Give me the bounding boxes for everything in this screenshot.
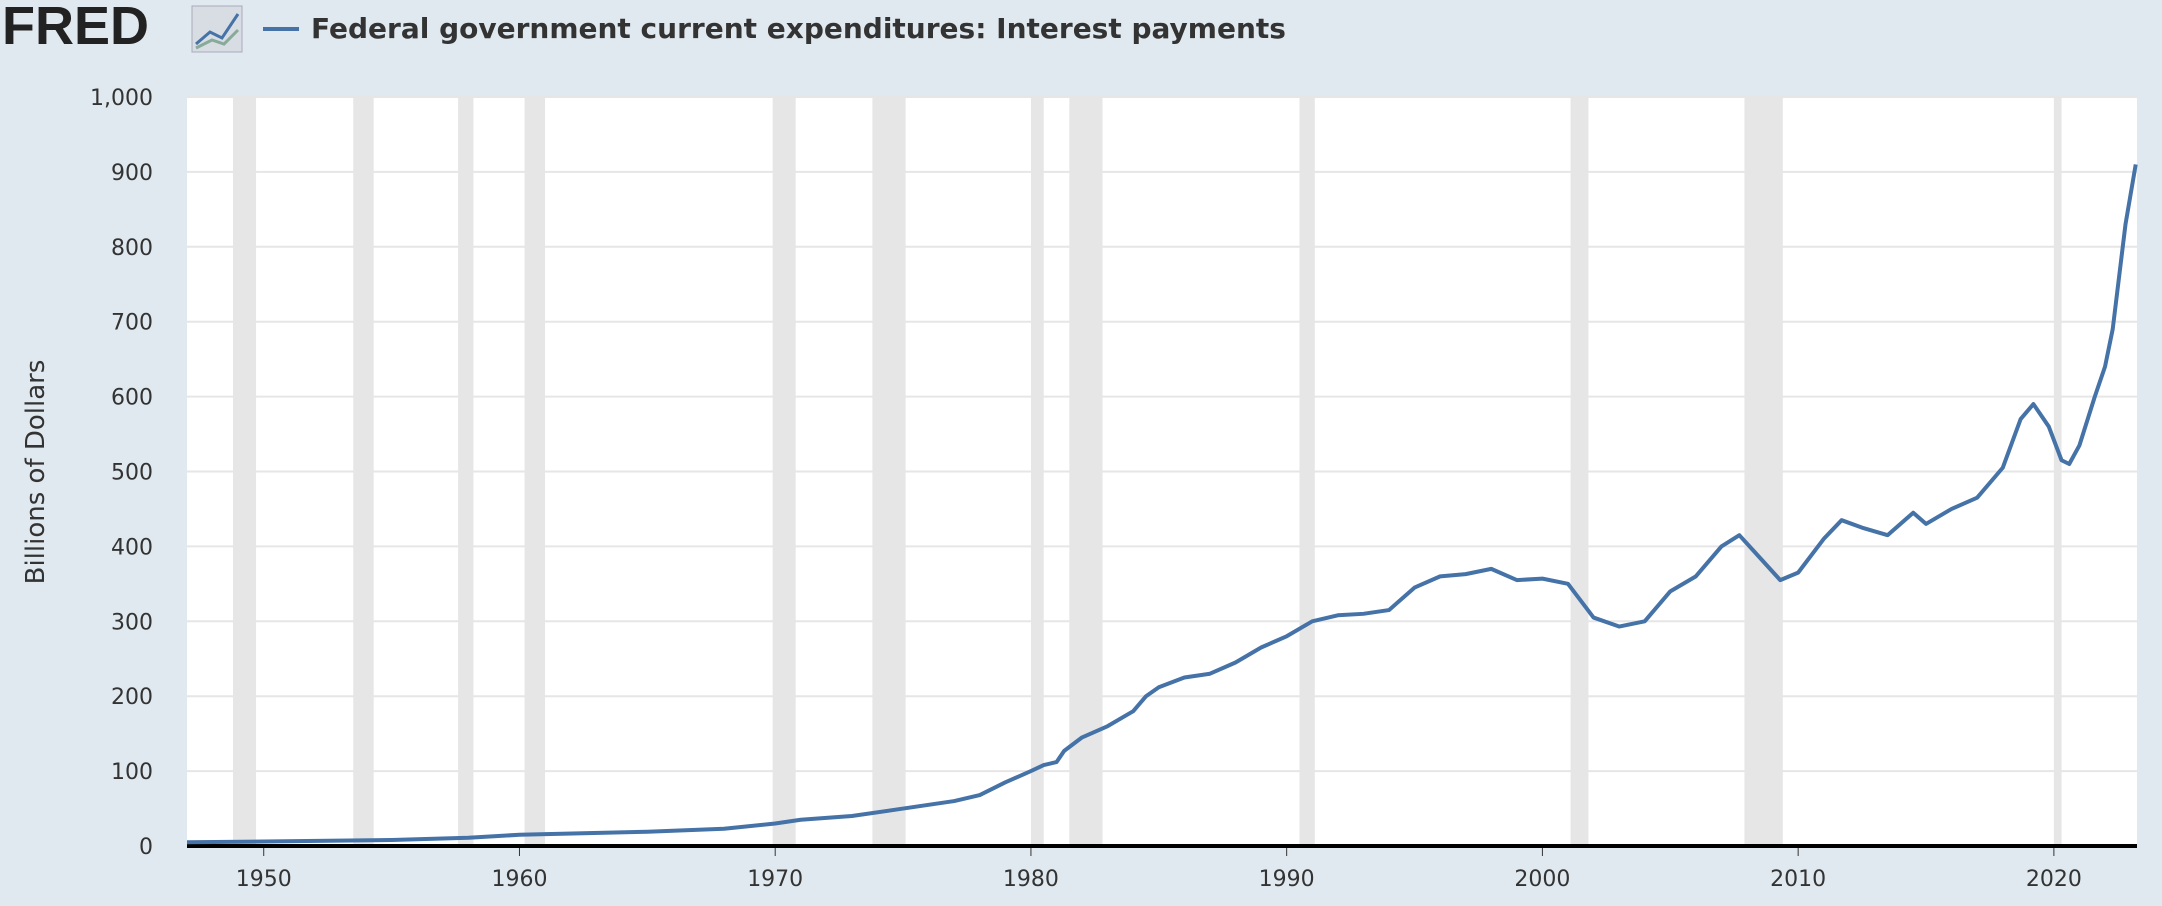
logo: FRED [2,0,149,56]
x-tick-label: 1980 [1003,867,1059,892]
y-tick-label: 400 [111,535,153,560]
x-tick-label: 1970 [747,867,803,892]
x-tick-label: 2010 [1770,867,1826,892]
x-tick-label: 2000 [1514,867,1570,892]
y-tick-label: 600 [111,386,153,411]
y-tick-label: 1,000 [90,86,153,111]
x-tick-label: 2020 [2026,867,2082,892]
x-tick-label: 1950 [236,867,292,892]
x-tick-label: 1960 [491,867,547,892]
y-tick-label: 800 [111,236,153,261]
y-tick-label: 0 [139,835,153,860]
x-tick-label: 1990 [1259,867,1315,892]
y-axis-label: Billions of Dollars [21,360,51,585]
y-tick-label: 200 [111,685,153,710]
y-tick-label: 500 [111,461,153,486]
logo-icon [191,5,243,53]
y-tick-label: 300 [111,610,153,635]
data-line [186,164,2138,845]
y-tick-label: 700 [111,311,153,336]
legend-label: Federal government current expenditures:… [311,12,1286,45]
y-tick-label: 100 [111,760,153,785]
y-tick-label: 900 [111,161,153,186]
